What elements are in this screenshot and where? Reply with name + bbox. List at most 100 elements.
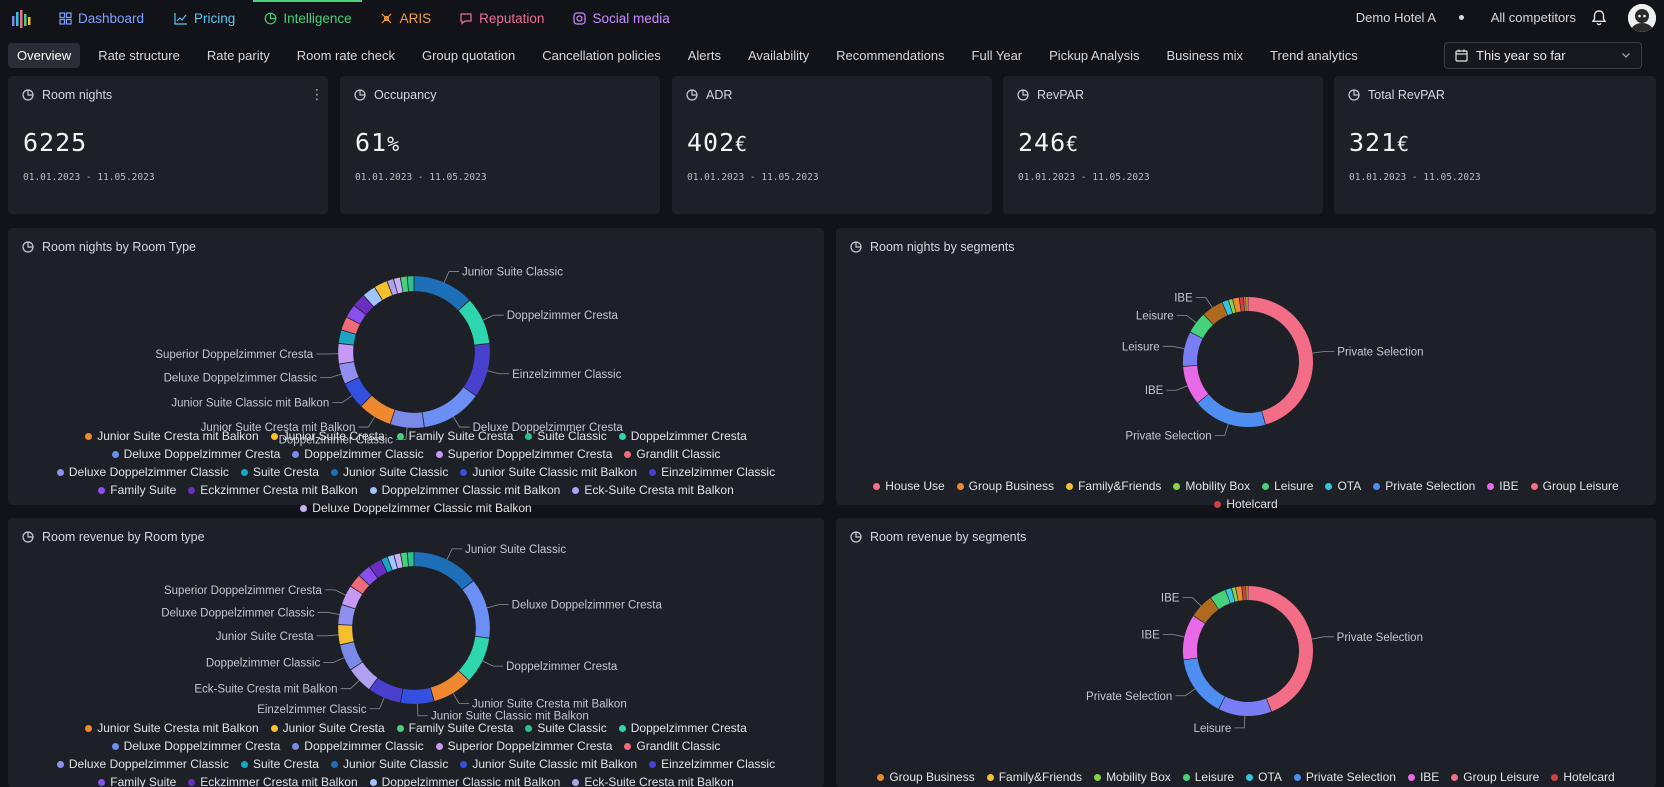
tab-rate-structure[interactable]: Rate structure — [98, 47, 180, 63]
legend-item-family-and-friends[interactable]: Family&Friends — [986, 769, 1082, 785]
tab-trend-analytics[interactable]: Trend analytics — [1270, 47, 1358, 63]
pie-slice-eckzimmer-cresta-mit-balkon[interactable] — [354, 295, 374, 315]
legend-item-ota[interactable]: OTA — [1246, 769, 1282, 785]
nav-item-intelligence[interactable]: Intelligence — [253, 0, 362, 36]
legend-item-house-use[interactable]: House Use — [873, 478, 945, 494]
pie-slice-private-selection[interactable] — [1183, 658, 1225, 709]
pie-slice-eck-suite-cresta-mit-balkon[interactable] — [350, 662, 378, 690]
nav-item-reputation[interactable]: Reputation — [459, 0, 544, 36]
legend-item-hotelcard[interactable]: Hotelcard — [1214, 496, 1278, 512]
pie-slice-family-suite[interactable] — [359, 566, 378, 586]
legend-item-suite-cresta[interactable]: Suite Cresta — [240, 464, 319, 480]
pie-slice-deluxe-doppelzimmer-classic-mit-balkon[interactable] — [393, 277, 403, 294]
pie-slice-ibe[interactable] — [1193, 598, 1219, 624]
pie-slice-grandlit-classic[interactable] — [350, 575, 370, 594]
legend-item-doppelzimmer-cresta[interactable]: Doppelzimmer Cresta — [618, 720, 747, 736]
competitor-selector[interactable]: All competitors — [1490, 10, 1576, 25]
pie-slice-family-and-friends[interactable] — [1246, 297, 1248, 312]
legend-item-family-suite[interactable]: Family Suite — [98, 482, 176, 498]
legend-item-ibe[interactable]: IBE — [1487, 478, 1519, 494]
pie-slice-ota[interactable] — [1225, 588, 1235, 604]
legend-item-grandlit-classic[interactable]: Grandlit Classic — [624, 738, 720, 754]
tab-recommendations[interactable]: Recommendations — [836, 47, 945, 63]
legend-item-doppelzimmer-classic[interactable]: Doppelzimmer Classic — [292, 446, 424, 462]
pie-slice-ibe[interactable] — [1203, 302, 1228, 325]
legend-item-group-leisure[interactable]: Group Leisure — [1451, 769, 1539, 785]
hotel-selector[interactable]: Demo Hotel A — [1355, 10, 1436, 25]
pie-slice-family-suite-cresta[interactable] — [400, 276, 409, 293]
pie-slice-family-suite-cresta[interactable] — [400, 552, 409, 568]
legend-item-family-and-friends[interactable]: Family&Friends — [1066, 478, 1161, 494]
legend-item-junior-suite-cresta-mit-balkon[interactable]: Junior Suite Cresta mit Balkon — [85, 720, 259, 736]
nav-item-dashboard[interactable]: Dashboard — [58, 0, 144, 36]
legend-item-deluxe-doppelzimmer-classic[interactable]: Deluxe Doppelzimmer Classic — [56, 756, 229, 772]
pie-slice-doppelzimmer-classic-mit-balkon[interactable] — [387, 555, 398, 570]
pie-slice-mobility-box[interactable] — [1228, 298, 1236, 314]
pie-slice-deluxe-doppelzimmer-classic[interactable] — [338, 604, 356, 625]
legend-item-group-business[interactable]: Group Business — [956, 478, 1054, 494]
tab-room-rate-check[interactable]: Room rate check — [296, 47, 395, 63]
pie-slice-doppelzimmer-cresta[interactable] — [458, 636, 490, 681]
legend-item-junior-suite-classic-mit-balkon[interactable]: Junior Suite Classic mit Balkon — [460, 756, 637, 772]
pie-slice-einzelzimmer-classic[interactable] — [369, 678, 403, 703]
pie-slice-ibe[interactable] — [1183, 616, 1205, 660]
pie-slice-private-selection[interactable] — [1197, 394, 1266, 427]
pie-slice-doppelzimmer-classic[interactable] — [390, 409, 424, 428]
legend-item-leisure[interactable]: Leisure — [1182, 769, 1234, 785]
legend-item-superior-doppelzimmer-cresta[interactable]: Superior Doppelzimmer Cresta — [435, 446, 612, 462]
pie-slice-family-suite[interactable] — [346, 305, 366, 324]
pie-slice-junior-suite-classic[interactable] — [414, 552, 474, 590]
pie-slice-ibe[interactable] — [1183, 365, 1209, 403]
legend-item-deluxe-doppelzimmer-classic[interactable]: Deluxe Doppelzimmer Classic — [56, 464, 229, 480]
legend-item-deluxe-doppelzimmer-cresta[interactable]: Deluxe Doppelzimmer Cresta — [111, 738, 280, 754]
legend-item-mobility-box[interactable]: Mobility Box — [1094, 769, 1171, 785]
legend-item-deluxe-doppelzimmer-cresta[interactable]: Deluxe Doppelzimmer Cresta — [111, 446, 280, 462]
legend-item-ota[interactable]: OTA — [1325, 478, 1361, 494]
legend-item-doppelzimmer-classic[interactable]: Doppelzimmer Classic — [292, 738, 424, 754]
legend-item-eckzimmer-cresta-mit-balkon[interactable]: Eckzimmer Cresta mit Balkon — [188, 482, 358, 498]
legend-item-junior-suite-cresta-mit-balkon[interactable]: Junior Suite Cresta mit Balkon — [85, 428, 259, 444]
pie-slice-leisure[interactable] — [1190, 314, 1213, 339]
pie-slice-deluxe-doppelzimmer-classic[interactable] — [339, 362, 359, 384]
pie-slice-deluxe-doppelzimmer-classic-mit-balkon[interactable] — [394, 553, 403, 569]
legend-item-eck-suite-cresta-mit-balkon[interactable]: Eck-Suite Cresta mit Balkon — [572, 482, 734, 498]
pie-slice-family-and-friends[interactable] — [1246, 586, 1248, 601]
legend-item-mobility-box[interactable]: Mobility Box — [1173, 478, 1250, 494]
legend-item-leisure[interactable]: Leisure — [1262, 478, 1313, 494]
legend-item-ibe[interactable]: IBE — [1407, 769, 1439, 785]
pie-slice-private-selection[interactable] — [1248, 586, 1313, 712]
legend-item-suite-classic[interactable]: Suite Classic — [525, 720, 607, 736]
legend-item-junior-suite-cresta[interactable]: Junior Suite Cresta — [270, 720, 385, 736]
pie-slice-junior-suite-classic[interactable] — [414, 276, 470, 311]
legend-item-einzelzimmer-classic[interactable]: Einzelzimmer Classic — [649, 464, 775, 480]
user-avatar[interactable] — [1628, 4, 1656, 32]
tab-pickup-analysis[interactable]: Pickup Analysis — [1049, 47, 1140, 63]
pie-slice-junior-suite-cresta-mit-balkon[interactable] — [361, 395, 395, 424]
legend-item-doppelzimmer-cresta[interactable]: Doppelzimmer Cresta — [618, 428, 747, 444]
legend-item-eckzimmer-cresta-mit-balkon[interactable]: Eckzimmer Cresta mit Balkon — [188, 774, 358, 787]
pie-slice-private-selection[interactable] — [1248, 297, 1313, 425]
legend-item-grandlit-classic[interactable]: Grandlit Classic — [624, 446, 720, 462]
pie-slice-leisure[interactable] — [1219, 696, 1272, 716]
pie-slice-suite-classic[interactable] — [407, 552, 414, 567]
pie-slice-mobility-box[interactable] — [1231, 587, 1238, 602]
legend-item-eck-suite-cresta-mit-balkon[interactable]: Eck-Suite Cresta mit Balkon — [572, 774, 734, 787]
pie-slice-leisure[interactable] — [1183, 332, 1203, 367]
pie-slice-doppelzimmer-classic-mit-balkon[interactable] — [363, 287, 383, 307]
legend-item-junior-suite-classic[interactable]: Junior Suite Classic — [330, 464, 448, 480]
pie-slice-deluxe-doppelzimmer-cresta[interactable] — [422, 387, 476, 428]
legend-item-junior-suite-classic-mit-balkon[interactable]: Junior Suite Classic mit Balkon — [460, 464, 637, 480]
pie-slice-superior-doppelzimmer-cresta[interactable] — [338, 343, 354, 364]
legend-item-group-business[interactable]: Group Business — [877, 769, 975, 785]
pie-slice-ota[interactable] — [1222, 300, 1233, 316]
pie-slice-eckzimmer-cresta-mit-balkon[interactable] — [369, 559, 387, 578]
pie-slice-superior-doppelzimmer-cresta[interactable] — [342, 586, 363, 609]
pie-slice-leisure[interactable] — [1210, 590, 1231, 610]
pie-slice-deluxe-doppelzimmer-cresta[interactable] — [462, 581, 490, 638]
tab-group-quotation[interactable]: Group quotation — [421, 47, 516, 63]
pie-slice-house-use[interactable] — [1243, 297, 1246, 312]
pie-slice-suite-classic[interactable] — [407, 276, 414, 292]
pie-slice-hotelcard[interactable] — [1242, 586, 1247, 601]
legend-item-hotelcard[interactable]: Hotelcard — [1551, 769, 1615, 785]
nav-item-aris[interactable]: ARIS — [380, 0, 431, 36]
